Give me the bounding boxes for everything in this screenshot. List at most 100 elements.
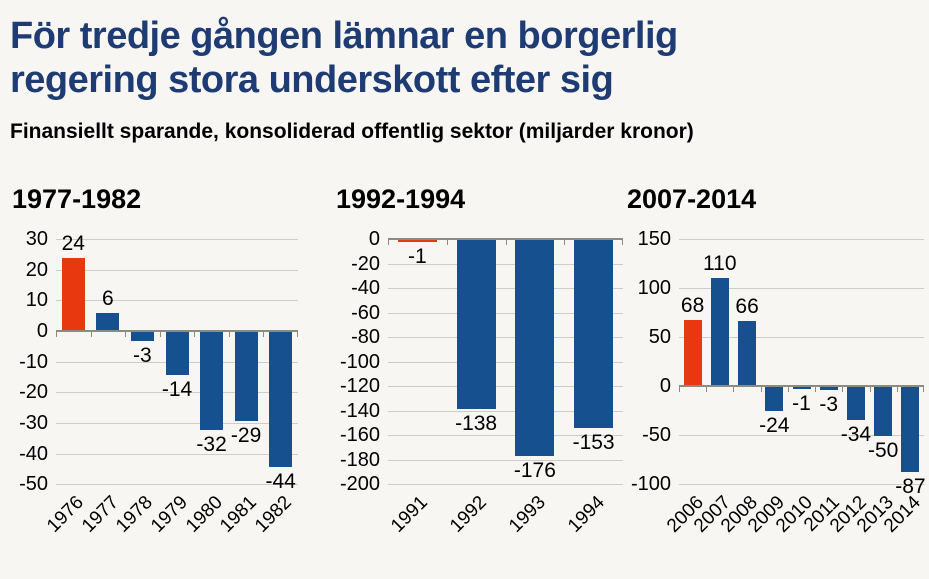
axis-tickmark	[679, 387, 680, 393]
gridline	[679, 337, 924, 339]
gridline	[56, 422, 298, 424]
bar-2014	[901, 387, 919, 473]
gridline	[56, 269, 298, 271]
y-axis-labels: 150 100 50 0 -50 -100	[627, 228, 679, 495]
y-tick-label: -30	[19, 411, 48, 434]
chart-period-heading: 2007-2014	[627, 184, 757, 215]
axis-tickmark	[923, 387, 924, 393]
bar-1981	[235, 332, 258, 421]
x-tick-label: 1993	[504, 492, 550, 537]
gridline	[388, 263, 623, 265]
x-axis-labels: 2006 2007 2008 2009 2010 2011 2012 2013 2014	[663, 484, 926, 556]
bar-2013	[874, 387, 892, 437]
chart-1992-1994: 1992-1994 0 -20 -40 -60 -80 -100 -120 -140 -160-…	[336, 184, 623, 556]
x-tick-label: 1978	[112, 492, 158, 537]
value-label: -1	[408, 245, 427, 269]
value-label: -3	[133, 344, 152, 368]
y-tick-label: 0	[659, 375, 671, 398]
value-label: 66	[735, 295, 759, 319]
gridline	[56, 484, 298, 486]
x-tick-label: 1994	[563, 492, 609, 537]
x-tick-label: 1992	[446, 492, 491, 537]
bar-2009	[765, 387, 783, 411]
value-label: -32	[196, 433, 227, 457]
gridline	[388, 288, 623, 290]
axis-tickmark	[870, 387, 871, 393]
y-tick-label: -180	[339, 448, 380, 471]
value-label: 68	[680, 293, 705, 317]
bar-1992	[457, 240, 496, 410]
x-tick-label: 1991	[387, 492, 433, 537]
x-tick-label: 1981	[216, 492, 261, 537]
chart-body: 30 20 10 0 -10 -20 -30 -40 -50 24 6 -3 -14 -32 -29 -44…	[12, 228, 298, 556]
y-tick-label: -100	[339, 350, 380, 373]
bar-1993	[515, 240, 554, 456]
y-tick-label: -10	[19, 350, 48, 373]
bar-1976	[62, 257, 85, 332]
plot-area: -1 -138 -176 -153	[388, 238, 623, 486]
bar-2008	[738, 321, 756, 387]
y-tick-label: -50	[19, 473, 48, 496]
plot-area: 68 110 66 -24 -1 -3 -34 -50 -87	[679, 239, 926, 498]
page-title-line2: regering stora underskott efter sig	[10, 59, 614, 102]
x-axis-line	[388, 238, 623, 241]
chart-1977-1982: 1977-1982 30 20 10 0 -10 -20 -30 -40 -50 24 6 -3 -1…	[12, 184, 298, 556]
axis-tickmark	[564, 240, 565, 246]
page-title: För tredje gången lämnar en borgerlig reg…	[10, 14, 929, 102]
y-tick-label: 10	[25, 289, 48, 312]
x-tick-label: 1979	[147, 492, 192, 537]
y-tick-label: -40	[19, 442, 48, 465]
x-tick-label: 1980	[181, 492, 227, 537]
value-label: 24	[61, 231, 85, 255]
value-label: 6	[102, 286, 114, 310]
axis-tickmark	[125, 332, 126, 338]
bar-2012	[847, 387, 865, 421]
y-tick-label: -40	[351, 277, 380, 300]
axis-tickmark	[263, 332, 264, 338]
plot-column: 24 6 -3 -14 -32 -29 -44 1976 1977 1978 1979 1980 19…	[43, 232, 298, 556]
chart-period-heading: 1977-1982	[12, 184, 142, 215]
gridline	[56, 300, 298, 302]
bar-1979	[166, 332, 189, 375]
chart-body: 150 100 50 0 -50 -100 68 110 66 -24 -1 -3 -34 -50 -87…	[627, 228, 926, 556]
x-tick-label: 1977	[77, 492, 123, 537]
chart-period-heading: 1992-1994	[336, 184, 466, 215]
gridline	[388, 312, 623, 314]
axis-tickmark	[706, 387, 707, 393]
y-tick-label: -20	[351, 252, 380, 275]
value-label: -1	[792, 392, 811, 416]
y-tick-label: -20	[19, 381, 48, 404]
value-label: -87	[895, 475, 926, 499]
y-tick-label: -60	[351, 301, 380, 324]
axis-tickmark	[815, 387, 816, 393]
gridline	[56, 392, 298, 394]
gridline	[388, 337, 623, 339]
value-label: -44	[265, 469, 296, 493]
plot-area: 24 6 -3 -14 -32 -29 -44	[56, 232, 298, 492]
gridline	[679, 484, 924, 486]
y-tick-label: 150	[637, 228, 671, 251]
gridline	[679, 239, 924, 241]
bar-1994	[574, 240, 613, 428]
gridline	[388, 459, 623, 461]
axis-tickmark	[897, 387, 898, 393]
axis-tickmark	[56, 332, 57, 338]
axis-tickmark	[297, 332, 298, 338]
axis-tickmark	[622, 240, 623, 246]
y-tick-label: 50	[648, 326, 671, 349]
gridline	[679, 435, 924, 437]
axis-tickmark	[842, 387, 843, 393]
bar-1991	[398, 240, 437, 243]
gridline	[56, 453, 298, 455]
y-tick-label: -140	[339, 399, 380, 422]
axis-tickmark	[788, 387, 789, 393]
x-axis-line	[679, 385, 924, 388]
x-axis-labels: 1991 1992 1993 1994	[387, 484, 623, 556]
value-label: -50	[868, 439, 899, 463]
gridline	[56, 239, 298, 241]
y-tick-label: -200	[339, 473, 380, 496]
chart-body: 0 -20 -40 -60 -80 -100 -120 -140 -160 -180 -200 -1…	[336, 228, 623, 556]
plot-column: 68 110 66 -24 -1 -3 -34 -50 -87 2006 2007 2008 2009…	[663, 239, 926, 556]
bar-1978	[131, 332, 154, 342]
